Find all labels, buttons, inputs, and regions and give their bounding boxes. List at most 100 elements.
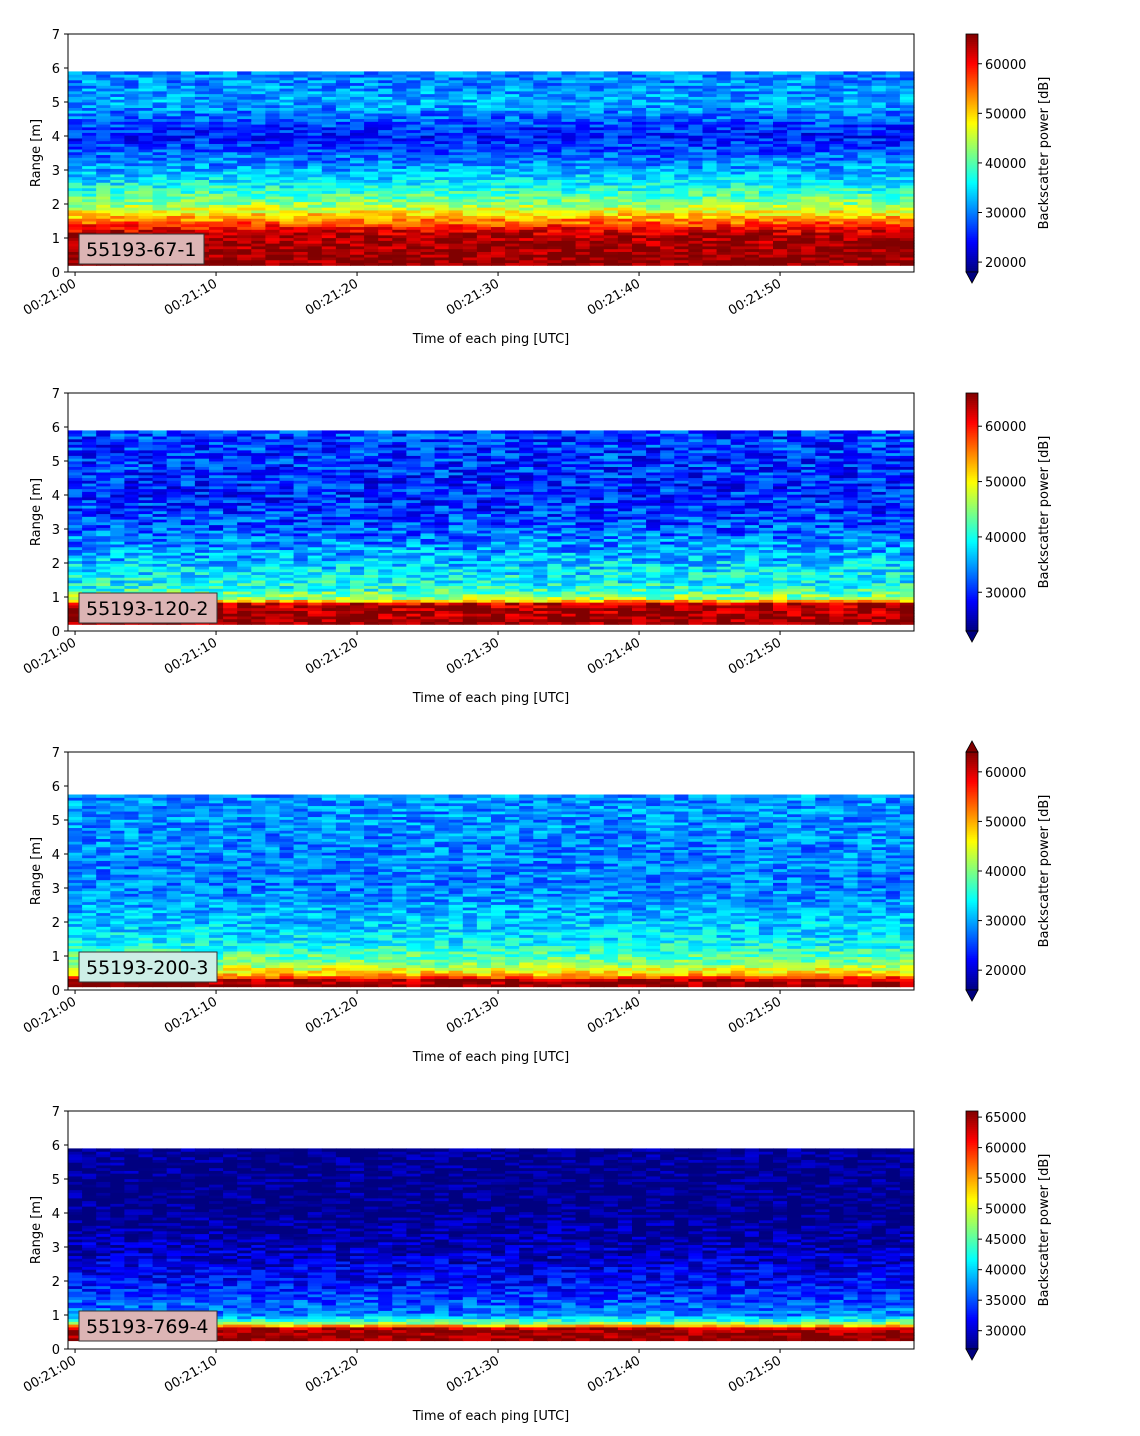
heatmap-cell (223, 245, 238, 250)
heatmap-cell (279, 96, 295, 100)
heatmap-cell (223, 104, 238, 108)
heatmap-cell (237, 74, 252, 78)
heatmap-cell (82, 159, 97, 164)
heatmap-cell (293, 90, 309, 95)
heatmap-cell (279, 215, 295, 219)
heatmap-cell (180, 162, 196, 167)
heatmap-cell (293, 157, 309, 161)
heatmap-cell (223, 118, 238, 122)
heatmap-cell (293, 245, 309, 250)
heatmap-cell (110, 135, 125, 139)
heatmap-cell (237, 132, 252, 136)
heatmap-cell (434, 212, 450, 216)
heatmap-cell (335, 193, 351, 197)
heatmap-cell (364, 240, 379, 244)
heatmap-cell (406, 76, 422, 81)
heatmap-cell (448, 240, 464, 244)
heatmap-cell (420, 198, 436, 203)
heatmap-cell (293, 96, 309, 100)
heatmap-cell (378, 182, 393, 186)
heatmap-cell (307, 190, 323, 194)
heatmap-cell (124, 168, 140, 172)
heatmap-cell (251, 262, 266, 266)
heatmap-cell (392, 251, 407, 255)
heatmap-cell (335, 148, 351, 153)
heatmap-cell (378, 215, 393, 219)
heatmap-cell (307, 173, 323, 178)
heatmap-cell (237, 223, 252, 228)
heatmap-cell (350, 207, 365, 211)
heatmap-cell (68, 231, 83, 236)
heatmap-cell (448, 201, 464, 205)
heatmap-cell (406, 146, 422, 150)
heatmap-cell (124, 93, 140, 97)
heatmap-cell (307, 104, 323, 108)
heatmap-cell (209, 90, 224, 95)
heatmap-cell (434, 256, 450, 261)
heatmap-cell (378, 195, 393, 200)
heatmap-cell (152, 104, 168, 108)
heatmap-cell (166, 143, 182, 147)
heatmap-cell (378, 146, 393, 150)
heatmap-cell (166, 198, 182, 203)
heatmap-cell (378, 159, 393, 164)
heatmap-cell (392, 193, 407, 197)
heatmap-cell (335, 124, 351, 128)
heatmap-cell (406, 96, 422, 100)
heatmap-cell (406, 226, 422, 230)
heatmap-cell (209, 143, 224, 147)
heatmap-cell (82, 223, 97, 228)
heatmap-cell (406, 229, 422, 233)
heatmap-cell (237, 237, 252, 241)
heatmap-cell (321, 71, 337, 75)
heatmap-cell (505, 71, 520, 75)
heatmap-cell (68, 234, 83, 239)
heatmap-cell (96, 121, 111, 125)
heatmap-cell (223, 176, 238, 180)
heatmap-cell (138, 165, 154, 169)
heatmap-cell (223, 93, 238, 97)
heatmap-cell (307, 226, 323, 230)
heatmap-cell (96, 85, 111, 89)
heatmap-cell (180, 115, 196, 120)
heatmap-cell (434, 187, 450, 192)
heatmap-cell (223, 209, 238, 214)
heatmap-cell (251, 187, 266, 192)
heatmap-cell (82, 129, 97, 133)
heatmap-cell (279, 124, 295, 128)
heatmap-cell (152, 88, 168, 92)
heatmap-cell (406, 237, 422, 241)
heatmap-cell (237, 159, 252, 164)
heatmap-cell (124, 146, 140, 150)
heatmap-cell (110, 168, 125, 172)
heatmap-cell (68, 229, 83, 233)
heatmap-cell (68, 143, 83, 147)
heatmap-cell (321, 79, 337, 84)
heatmap-cell (166, 220, 182, 225)
heatmap-cell (335, 226, 351, 230)
heatmap-cell (321, 212, 337, 216)
heatmap-cell (758, 71, 774, 75)
heatmap-cell (420, 104, 436, 108)
heatmap-cell (406, 118, 422, 122)
heatmap-cell (96, 157, 111, 161)
heatmap-cell (448, 234, 464, 239)
heatmap-cell (194, 154, 210, 158)
heatmap-cell (68, 251, 83, 255)
heatmap-cell (68, 112, 83, 117)
heatmap-cell (293, 218, 309, 222)
heatmap-cell (265, 176, 281, 180)
heatmap-cell (96, 82, 111, 86)
heatmap-cell (364, 112, 379, 117)
heatmap-cell (209, 71, 224, 75)
heatmap-cell (180, 118, 196, 122)
heatmap-cell (364, 85, 379, 89)
heatmap-cell (335, 259, 351, 264)
heatmap-cell (180, 143, 196, 147)
heatmap-cell (68, 124, 83, 128)
heatmap-cell (406, 121, 422, 125)
heatmap-cell (378, 248, 393, 252)
heatmap-cell (335, 201, 351, 205)
heatmap-cell (420, 107, 436, 111)
heatmap-cell (194, 99, 210, 103)
